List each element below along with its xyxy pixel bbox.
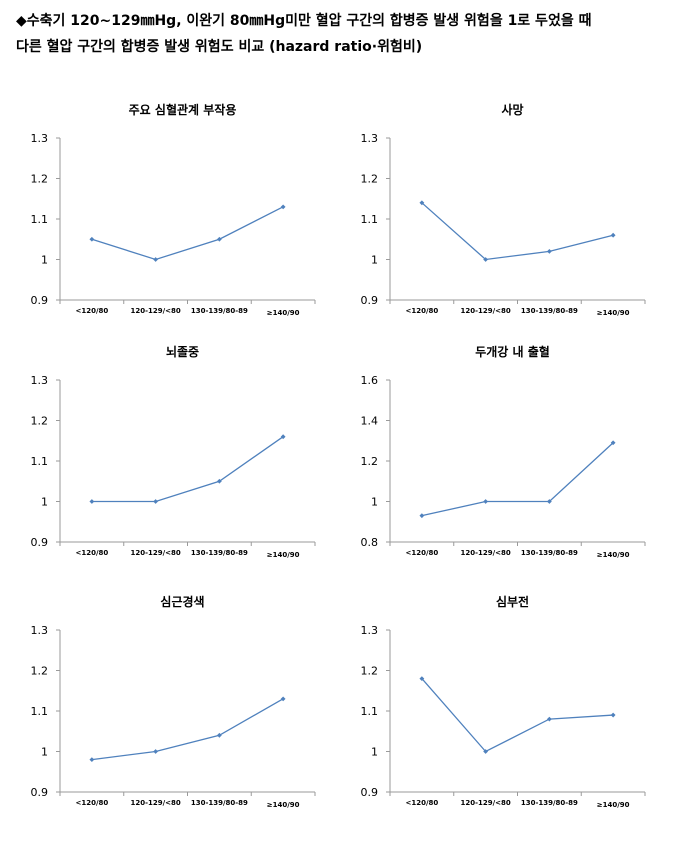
data-point xyxy=(89,236,95,242)
series-line xyxy=(421,442,614,517)
data-point xyxy=(280,696,286,702)
y-tick-label: 1.1 xyxy=(31,455,49,468)
chart-stroke: 뇌졸중 1.3 1.2 1.1 1 0.9 <120/80 120-129/<80 130-13… xyxy=(31,344,316,559)
y-tick-label: 1.2 xyxy=(361,455,379,468)
y-tick-label: 1.2 xyxy=(31,665,49,678)
chart-title: 심부전 xyxy=(496,594,529,609)
y-tick-label: 1 xyxy=(371,254,378,267)
data-point xyxy=(610,440,616,446)
series-line xyxy=(91,436,284,503)
chart-title: 심근경색 xyxy=(160,594,204,609)
chart-title: 사망 xyxy=(501,102,523,117)
x-tick-label: <120/80 xyxy=(405,799,438,807)
data-point xyxy=(89,757,95,762)
data-point xyxy=(546,716,552,722)
y-tick-label: 1.2 xyxy=(31,173,49,186)
data-point xyxy=(153,257,159,262)
y-tick-label: 1 xyxy=(371,496,378,509)
x-tick-label: <120/80 xyxy=(405,307,438,315)
data-point xyxy=(280,204,286,210)
y-tick-label: 1.1 xyxy=(361,705,379,718)
y-tick-label: 0.8 xyxy=(361,536,379,549)
x-tick-label: ≥140/90 xyxy=(267,551,300,559)
y-tick-label: 1.2 xyxy=(361,665,379,678)
y-tick-label: 1.1 xyxy=(361,213,379,226)
x-tick-label: 120-129/<80 xyxy=(460,799,510,807)
x-tick-label: ≥140/90 xyxy=(267,801,300,809)
chart-heart-failure: 심부전 1.3 1.2 1.1 1 0.9 <120/80 120-129/<80 130-13… xyxy=(361,594,646,809)
x-tick-label: ≥140/90 xyxy=(597,309,630,317)
y-tick-label: 1.2 xyxy=(31,415,49,428)
y-tick-label: 1.3 xyxy=(31,374,49,387)
header-line-1: ◆수축기 120~129㎜Hg, 이완기 80㎜Hg미만 혈압 구간의 합병증 … xyxy=(16,13,592,29)
y-tick-label: 0.9 xyxy=(31,294,49,307)
y-tick-label: 0.9 xyxy=(31,536,49,549)
y-tick-label: 0.9 xyxy=(361,294,379,307)
y-tick-label: 1.4 xyxy=(361,415,379,428)
data-point xyxy=(153,749,159,754)
y-tick-label: 1.3 xyxy=(361,624,379,637)
chart-intracranial-hemorrhage: 두개강 내 출혈 1.6 1.4 1.2 1 0.8 <120/80 120-129/<80 1… xyxy=(361,344,646,559)
x-tick-label: ≥140/90 xyxy=(267,309,300,317)
y-tick-label: 1.3 xyxy=(31,624,49,637)
data-point xyxy=(89,499,95,504)
y-tick-label: 1.2 xyxy=(361,173,379,186)
data-point xyxy=(546,249,552,254)
series-line xyxy=(421,678,614,753)
chart-title: 주요 심혈관계 부작용 xyxy=(129,102,237,117)
y-tick-label: 1.1 xyxy=(31,705,49,718)
data-point xyxy=(153,499,159,504)
x-tick-label: 120-129/<80 xyxy=(460,549,510,557)
chart-title: 뇌졸중 xyxy=(166,344,199,359)
y-tick-label: 0.9 xyxy=(31,786,49,799)
y-tick-label: 1 xyxy=(41,496,48,509)
x-tick-label: 120-129/<80 xyxy=(130,549,180,557)
data-point xyxy=(280,434,286,440)
x-tick-label: 120-129/<80 xyxy=(460,307,510,315)
x-tick-label: <120/80 xyxy=(75,549,108,557)
x-tick-label: 130-139/80-89 xyxy=(191,307,248,315)
x-tick-label: 130-139/80-89 xyxy=(191,799,248,807)
x-tick-label: 120-129/<80 xyxy=(130,307,180,315)
chart-death: 사망 1.3 1.2 1.1 1 0.9 <120/80 120-129/<80 130-139… xyxy=(361,102,646,317)
x-tick-label: 130-139/80-89 xyxy=(521,549,578,557)
x-tick-label: <120/80 xyxy=(75,307,108,315)
y-tick-label: 1.3 xyxy=(31,132,49,145)
x-tick-label: ≥140/90 xyxy=(597,551,630,559)
y-tick-label: 1.3 xyxy=(361,132,379,145)
chart-major-cardiovascular: 주요 심혈관계 부작용 1.3 1.2 1.1 1 0.9 <120/80 120-129/<… xyxy=(31,102,316,317)
page-header: ◆수축기 120~129㎜Hg, 이완기 80㎜Hg미만 혈압 구간의 합병증 … xyxy=(16,8,668,60)
y-tick-label: 1.6 xyxy=(361,374,379,387)
series-line xyxy=(91,698,284,761)
chart-title: 두개강 내 출혈 xyxy=(475,344,550,359)
series-line xyxy=(91,206,284,261)
data-point xyxy=(610,232,616,238)
x-tick-label: <120/80 xyxy=(405,549,438,557)
data-point xyxy=(419,513,425,519)
x-tick-label: 130-139/80-89 xyxy=(521,799,578,807)
x-tick-label: 120-129/<80 xyxy=(130,799,180,807)
data-point xyxy=(419,676,425,681)
y-tick-label: 0.9 xyxy=(361,786,379,799)
chart-myocardial-infarction: 심근경색 1.3 1.2 1.1 1 0.9 <120/80 120-129/<80 130-1… xyxy=(31,594,316,809)
data-point xyxy=(546,499,552,504)
data-point xyxy=(216,236,222,242)
data-point xyxy=(216,732,222,738)
x-tick-label: 130-139/80-89 xyxy=(191,549,248,557)
data-point xyxy=(483,749,489,754)
y-tick-label: 1 xyxy=(41,746,48,759)
x-tick-label: <120/80 xyxy=(75,799,108,807)
y-tick-label: 1 xyxy=(41,254,48,267)
data-point xyxy=(483,499,489,504)
x-tick-label: ≥140/90 xyxy=(597,801,630,809)
x-tick-label: 130-139/80-89 xyxy=(521,307,578,315)
y-tick-label: 1.1 xyxy=(31,213,49,226)
y-tick-label: 1 xyxy=(371,746,378,759)
series-line xyxy=(421,202,614,261)
header-line-2: 다른 혈압 구간의 합병증 발생 위험도 비교 (hazard ratio·위험… xyxy=(16,39,423,55)
data-point xyxy=(610,712,616,718)
